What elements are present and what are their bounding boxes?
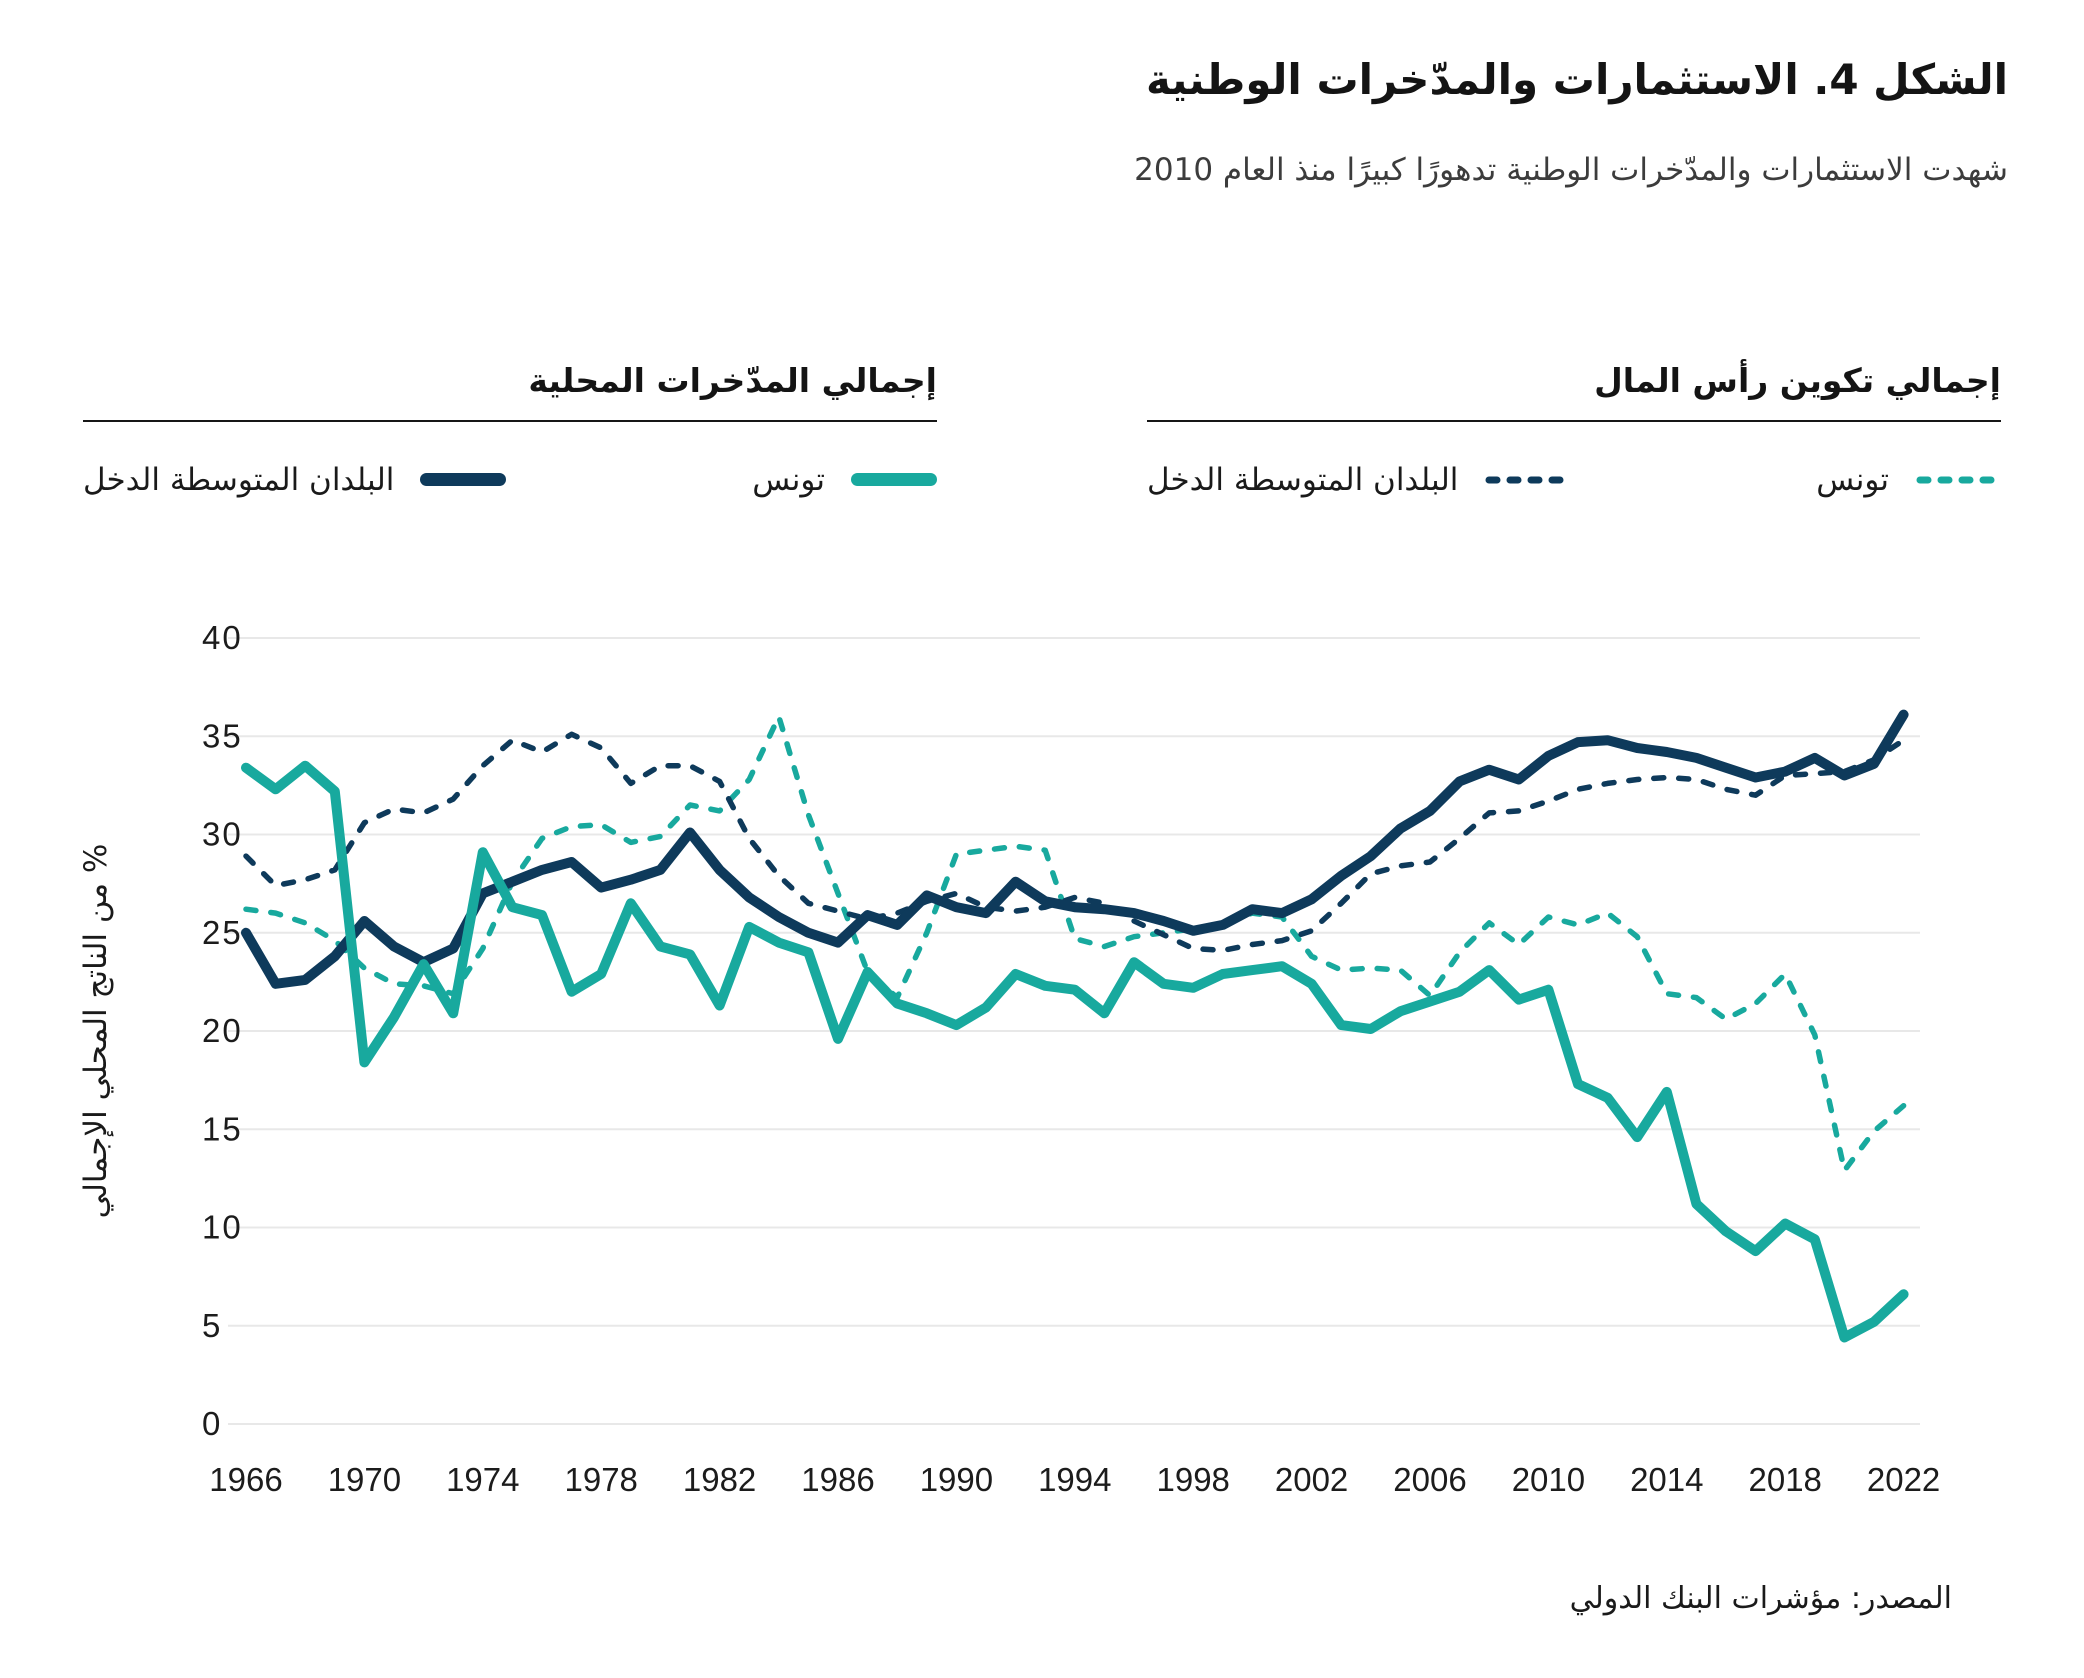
x-tick-label: 2006 [1393,1461,1466,1498]
legend-group-domestic-savings: إجمالي المدّخرات المحلية تونس البلدان ال… [83,361,937,498]
x-tick-label: 1982 [683,1461,756,1498]
x-tick-label: 2018 [1748,1461,1821,1498]
legend-label: البلدان المتوسطة الدخل [1147,461,1459,498]
dashed-line-navy-icon [1485,476,1569,484]
x-tick-label: 2010 [1512,1461,1585,1498]
series-line-gcf-tunisia [243,713,1907,1173]
series-line-savings-mic [241,709,1909,989]
legend-label: تونس [1816,461,1889,498]
solid-line-navy-icon [420,473,507,487]
x-tick-label: 2014 [1630,1461,1703,1498]
legend-group-capital-formation-title: إجمالي تكوين رأس المال [1147,361,2001,422]
y-axis-title: % من الناتج المحلي الإجمالي [78,843,114,1218]
y-tick-label: 30 [202,815,243,852]
series-line-gcf-mic [243,731,1907,953]
legend-entries-capital-formation: تونس البلدان المتوسطة الدخل [1147,462,2001,498]
legend-group-domestic-savings-title: إجمالي المدّخرات المحلية [83,361,937,422]
x-tick-label: 1998 [1156,1461,1229,1498]
legend-entry-mic-gcf: البلدان المتوسطة الدخل [1147,462,1570,498]
x-tick-label: 1978 [564,1461,637,1498]
legend-entry-tunisia-gcf: تونس [1816,462,2001,498]
legend: إجمالي تكوين رأس المال تونس البلدان المت… [83,361,2001,498]
y-tick-label: 40 [202,619,243,656]
legend-entry-mic-savings: البلدان المتوسطة الدخل [83,461,507,498]
legend-entries-domestic-savings: تونس البلدان المتوسطة الدخل [83,462,937,498]
chart-area: % من الناتج المحلي الإجمالي 0 5 10 15 20 25 30… [0,593,2084,1543]
y-tick-label: 10 [202,1208,243,1245]
x-tick-label: 1994 [1038,1461,1111,1498]
legend-group-capital-formation: إجمالي تكوين رأس المال تونس البلدان المت… [1147,361,2001,498]
x-tick-label: 1986 [801,1461,874,1498]
y-tick-label: 5 [202,1306,222,1343]
y-tick-label: 25 [202,913,243,950]
x-tick-label: 1974 [446,1461,519,1498]
page-title: الشكل 4. الاستثمارات والمدّخرات الوطنية [1146,55,2008,104]
series-line-savings-tunisia [241,760,1909,1343]
legend-label: البلدان المتوسطة الدخل [83,461,395,498]
x-tick-label: 2002 [1275,1461,1348,1498]
x-tick-label: 1966 [209,1461,282,1498]
line-chart: 0 5 10 15 20 25 30 35 40 1966 1970 1974 1978 1982 1986… [202,619,1940,1498]
solid-line-teal-icon [851,473,937,487]
source-note: المصدر: مؤشرات البنك الدولي [1569,1580,1952,1616]
legend-entry-tunisia-savings: تونس [752,462,937,498]
y-tick-label: 15 [202,1110,243,1147]
x-tick-label: 1970 [328,1461,401,1498]
x-tick-label: 1990 [920,1461,993,1498]
y-tick-label: 20 [202,1012,243,1049]
y-tick-label: 0 [202,1405,222,1442]
page-subtitle: شهدت الاستثمارات والمدّخرات الوطنية تدهو… [1134,152,2008,189]
y-tick-label: 35 [202,717,243,754]
legend-label: تونس [752,461,825,498]
x-tick-label: 2022 [1867,1461,1940,1498]
dashed-line-teal-icon [1916,476,2000,484]
